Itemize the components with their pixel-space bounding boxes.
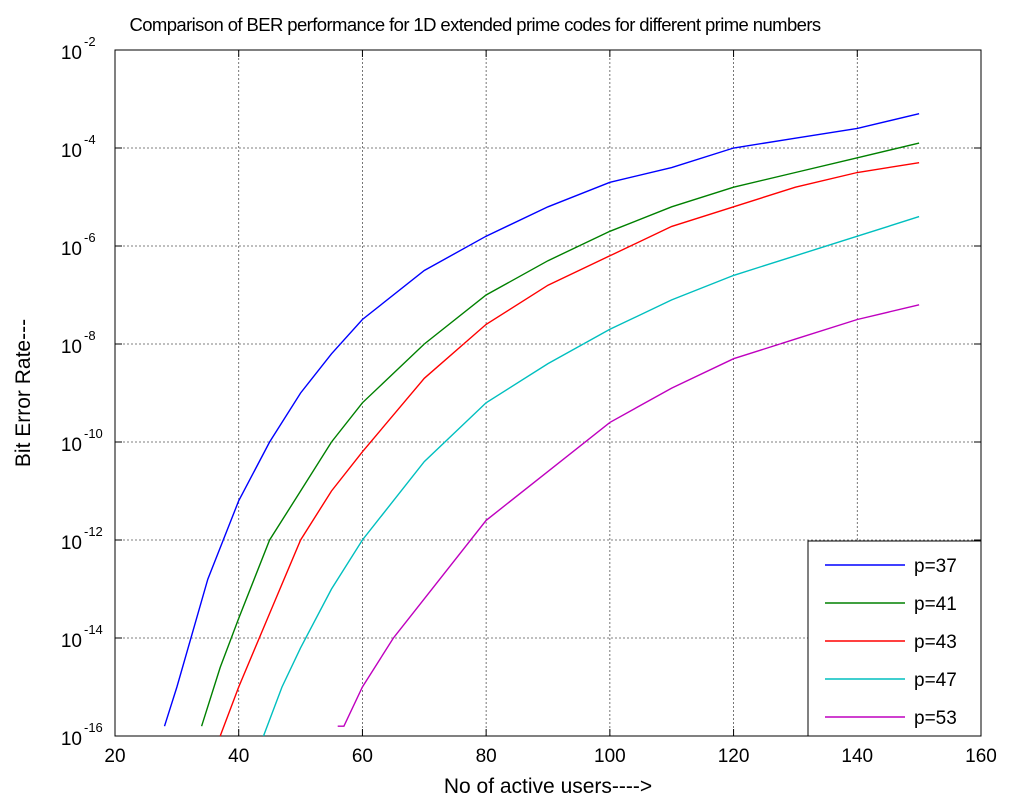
y-tick-base: 10 [61,631,82,652]
series-line-p=47 [262,215,920,737]
x-tick-label: 120 [718,746,750,767]
y-tick-exponent: -16 [84,720,103,735]
y-tick-base: 10 [61,239,82,260]
series-line-p=43 [219,162,920,737]
x-tick-label: 100 [594,746,626,767]
y-tick-base: 10 [61,141,82,162]
y-tick-label: 10-4 [61,132,96,162]
x-tick-label: 80 [476,746,497,767]
y-axis-label: Bit Error Rate--- [12,319,35,467]
x-tick-label: 40 [228,746,249,767]
plot-frame [114,49,982,737]
y-tick-exponent: -8 [84,328,96,343]
legend-label-p=43: p=43 [914,632,957,653]
x-tick-label: 140 [841,746,873,767]
y-tick-exponent: -10 [84,426,103,441]
y-tick-label: 10-14 [61,622,103,652]
legend-box [807,540,982,737]
legend-label-p=53: p=53 [914,708,957,729]
y-tick-exponent: -4 [84,132,96,147]
legend-label-p=41: p=41 [914,594,957,615]
y-tick-label: 10-8 [61,328,96,358]
legend-label-p=47: p=47 [914,670,957,691]
y-tick-base: 10 [61,43,82,64]
y-tick-label: 10-10 [61,426,103,456]
y-tick-label: 10-6 [61,230,96,260]
series-line-p=41 [200,142,920,727]
legend: p=37 p=41 p=43 p=47 p=53 [807,540,982,737]
x-axis-ticks: 20 40 60 80 100 120 140 160 [104,50,997,767]
chart-title: Comparison of BER performance for 1D ext… [129,14,820,35]
y-tick-exponent: -6 [84,230,96,245]
y-tick-exponent: -12 [84,524,103,539]
series-line-p=53 [337,304,920,727]
x-axis-label: No of active users----> [444,775,652,798]
y-tick-base: 10 [61,729,82,750]
y-tick-label: 10-2 [61,34,96,64]
y-tick-label: 10-16 [61,720,103,750]
y-tick-exponent: -2 [84,34,96,49]
legend-label-p=37: p=37 [914,556,957,577]
y-tick-exponent: -14 [84,622,103,637]
series-line-p=37 [163,113,920,727]
x-tick-label: 160 [965,746,997,767]
x-tick-label: 20 [104,746,125,767]
y-tick-label: 10-12 [61,524,103,554]
y-tick-base: 10 [61,435,82,456]
x-tick-label: 60 [352,746,373,767]
y-tick-base: 10 [61,533,82,554]
y-tick-base: 10 [61,337,82,358]
series-layer [163,113,920,737]
